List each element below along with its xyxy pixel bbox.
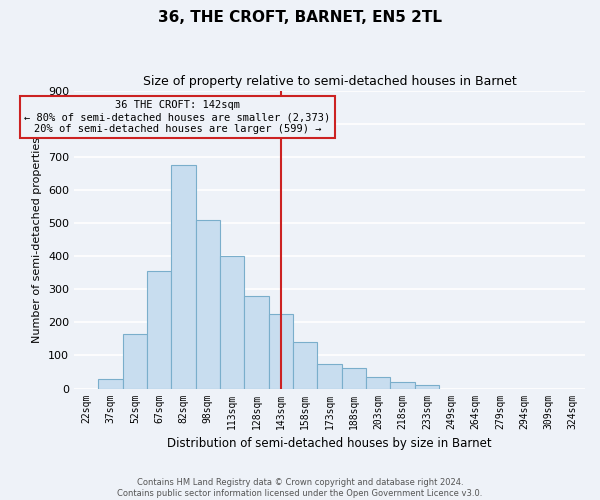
- Bar: [269, 314, 293, 388]
- Bar: [220, 256, 244, 388]
- Y-axis label: Number of semi-detached properties: Number of semi-detached properties: [32, 136, 43, 342]
- Bar: [172, 165, 196, 388]
- Bar: [366, 377, 391, 388]
- Bar: [196, 220, 220, 388]
- Bar: [122, 334, 147, 388]
- Text: 36, THE CROFT, BARNET, EN5 2TL: 36, THE CROFT, BARNET, EN5 2TL: [158, 10, 442, 25]
- Bar: [293, 342, 317, 388]
- Text: Contains HM Land Registry data © Crown copyright and database right 2024.
Contai: Contains HM Land Registry data © Crown c…: [118, 478, 482, 498]
- Bar: [391, 382, 415, 388]
- Title: Size of property relative to semi-detached houses in Barnet: Size of property relative to semi-detach…: [143, 75, 517, 88]
- Text: 36 THE CROFT: 142sqm
← 80% of semi-detached houses are smaller (2,373)
20% of se: 36 THE CROFT: 142sqm ← 80% of semi-detac…: [25, 100, 331, 134]
- Bar: [415, 384, 439, 388]
- X-axis label: Distribution of semi-detached houses by size in Barnet: Distribution of semi-detached houses by …: [167, 437, 492, 450]
- Bar: [98, 378, 122, 388]
- Bar: [341, 368, 366, 388]
- Bar: [147, 271, 172, 388]
- Bar: [244, 296, 269, 388]
- Bar: [317, 364, 341, 388]
